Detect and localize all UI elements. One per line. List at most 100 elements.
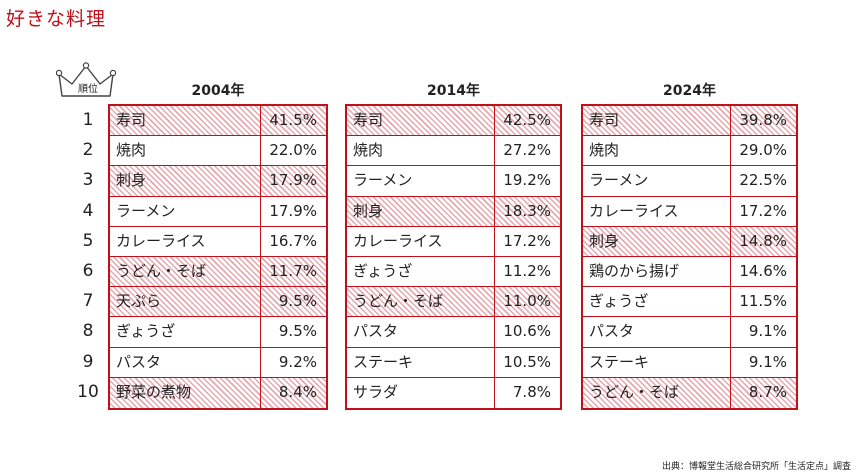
dish-name: ぎょうざ xyxy=(110,317,261,347)
rank-number: 10 xyxy=(77,381,99,402)
dish-percent: 11.2% xyxy=(503,261,551,280)
dish-name: ステーキ xyxy=(347,347,495,377)
dish-name: 寿司 xyxy=(110,106,261,136)
table-row: 刺身 17.9% xyxy=(110,166,326,197)
table-row: 刺身 14.8% xyxy=(583,226,796,257)
dish-percent: 18.3% xyxy=(503,201,551,220)
dish-percent: 9.1% xyxy=(748,352,787,371)
crown-icon xyxy=(56,62,116,97)
table-row: パスタ 9.2% xyxy=(110,347,326,378)
table-row: 刺身 18.3% xyxy=(347,196,560,227)
dish-name: 野菜の煮物 xyxy=(110,377,261,408)
dish-name: うどん・そば xyxy=(347,287,495,317)
dish-percent: 9.2% xyxy=(278,352,317,371)
dish-name: 刺身 xyxy=(110,166,261,196)
dish-percent: 8.7% xyxy=(748,382,787,401)
ranking-table-2024: 寿司 39.8% 焼肉 29.0% ラーメン 22.5% カレーライス 17.2% 刺身… xyxy=(581,104,798,410)
table-row: パスタ 10.6% xyxy=(347,317,560,348)
rank-number: 7 xyxy=(82,291,94,312)
dish-percent: 11.5% xyxy=(739,292,787,311)
rank-label: 順位 xyxy=(78,84,98,95)
dish-name: 焼肉 xyxy=(110,136,261,166)
rank-number: 3 xyxy=(82,170,94,191)
dish-name: 鶏のから揚げ xyxy=(583,256,731,287)
dish-percent: 8.4% xyxy=(278,382,317,401)
table-row: うどん・そば 11.7% xyxy=(110,256,326,288)
dish-name: 天ぷら xyxy=(110,287,261,317)
table-row: 寿司 39.8% xyxy=(583,106,796,137)
dish-name: ラーメン xyxy=(583,166,731,196)
source-note: 出典：博報堂生活総合研究所「生活定点」調査 xyxy=(661,462,851,472)
dish-percent: 41.5% xyxy=(269,111,317,129)
dish-name: ぎょうざ xyxy=(583,287,731,317)
rank-number: 9 xyxy=(82,351,94,372)
dish-percent: 17.2% xyxy=(739,201,787,220)
table-row: うどん・そば 11.0% xyxy=(347,287,560,318)
dish-name: 刺身 xyxy=(583,226,731,256)
table-row: ラーメン 19.2% xyxy=(347,166,560,197)
dish-percent: 22.5% xyxy=(739,171,787,190)
dish-name: うどん・そば xyxy=(583,377,731,408)
rank-number: 6 xyxy=(82,260,94,281)
table-row: ステーキ 10.5% xyxy=(347,347,560,378)
dish-name: パスタ xyxy=(347,317,495,347)
table-row: カレーライス 16.7% xyxy=(110,226,326,257)
ranking-table-2014: 寿司 42.5% 焼肉 27.2% ラーメン 19.2% 刺身 18.3% カレーライス… xyxy=(345,104,562,410)
dish-percent: 9.5% xyxy=(278,292,317,311)
dish-percent: 17.2% xyxy=(503,231,551,250)
dish-percent: 19.2% xyxy=(503,171,551,190)
dish-name: 焼肉 xyxy=(583,136,731,166)
year-header-2004: 2004年 xyxy=(191,83,245,99)
dish-percent: 29.0% xyxy=(739,141,787,160)
dish-name: うどん・そば xyxy=(110,256,261,287)
dish-name: ラーメン xyxy=(347,166,495,196)
page-title: 好きな料理 xyxy=(6,8,107,30)
dish-name: 焼肉 xyxy=(347,136,495,166)
dish-name: 寿司 xyxy=(347,106,495,136)
table-row: ラーメン 17.9% xyxy=(110,196,326,227)
rank-number: 8 xyxy=(82,321,94,342)
table-row: ラーメン 22.5% xyxy=(583,166,796,197)
dish-percent: 17.9% xyxy=(269,171,317,190)
dish-name: ラーメン xyxy=(110,196,261,226)
table-row: 天ぷら 9.5% xyxy=(110,287,326,318)
dish-name: パスタ xyxy=(110,347,261,377)
table-row: うどん・そば 8.7% xyxy=(583,377,796,408)
dish-name: ステーキ xyxy=(583,347,731,377)
dish-percent: 14.8% xyxy=(739,231,787,250)
dish-percent: 39.8% xyxy=(739,111,787,129)
dish-percent: 9.1% xyxy=(748,322,787,341)
table-row: 焼肉 29.0% xyxy=(583,136,796,167)
table-row: ぎょうざ 11.5% xyxy=(583,287,796,318)
dish-name: サラダ xyxy=(347,377,495,408)
dish-percent: 7.8% xyxy=(512,382,551,401)
dish-name: 刺身 xyxy=(347,196,495,226)
table-row: ぎょうざ 11.2% xyxy=(347,256,560,288)
year-header-2014: 2014年 xyxy=(427,83,480,99)
table-row: 寿司 42.5% xyxy=(347,106,560,137)
table-row: カレーライス 17.2% xyxy=(583,196,796,227)
table-row: 寿司 41.5% xyxy=(110,106,326,137)
table-row: ステーキ 9.1% xyxy=(583,347,796,378)
year-header-2024: 2024年 xyxy=(663,83,716,99)
dish-percent: 11.7% xyxy=(269,261,317,280)
dish-percent: 22.0% xyxy=(269,141,317,160)
dish-percent: 42.5% xyxy=(503,111,551,129)
dish-name: カレーライス xyxy=(110,226,261,256)
table-row: カレーライス 17.2% xyxy=(347,226,560,257)
dish-percent: 27.2% xyxy=(503,141,551,160)
dish-percent: 17.9% xyxy=(269,201,317,220)
ranking-table-2004: 寿司 41.5% 焼肉 22.0% 刺身 17.9% ラーメン 17.9% カレーライス… xyxy=(108,104,328,410)
rank-column: 1 2 3 4 5 6 7 8 9 10 xyxy=(70,105,106,407)
rank-number: 5 xyxy=(82,230,94,251)
dish-name: カレーライス xyxy=(347,226,495,256)
table-row: 鶏のから揚げ 14.6% xyxy=(583,256,796,288)
table-row: 焼肉 27.2% xyxy=(347,136,560,167)
dish-name: パスタ xyxy=(583,317,731,347)
dish-percent: 10.5% xyxy=(503,352,551,371)
table-row: 焼肉 22.0% xyxy=(110,136,326,167)
table-row: 野菜の煮物 8.4% xyxy=(110,377,326,408)
dish-percent: 16.7% xyxy=(269,231,317,250)
rank-number: 4 xyxy=(82,200,94,221)
dish-percent: 14.6% xyxy=(739,261,787,280)
